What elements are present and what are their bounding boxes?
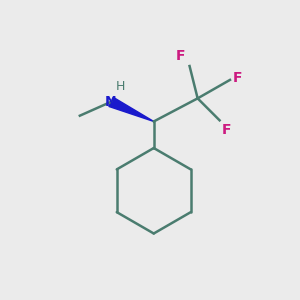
Polygon shape (109, 97, 154, 122)
Text: N: N (105, 95, 117, 109)
Text: H: H (116, 80, 125, 93)
Text: F: F (232, 70, 242, 85)
Text: F: F (176, 49, 185, 63)
Text: F: F (222, 123, 231, 136)
